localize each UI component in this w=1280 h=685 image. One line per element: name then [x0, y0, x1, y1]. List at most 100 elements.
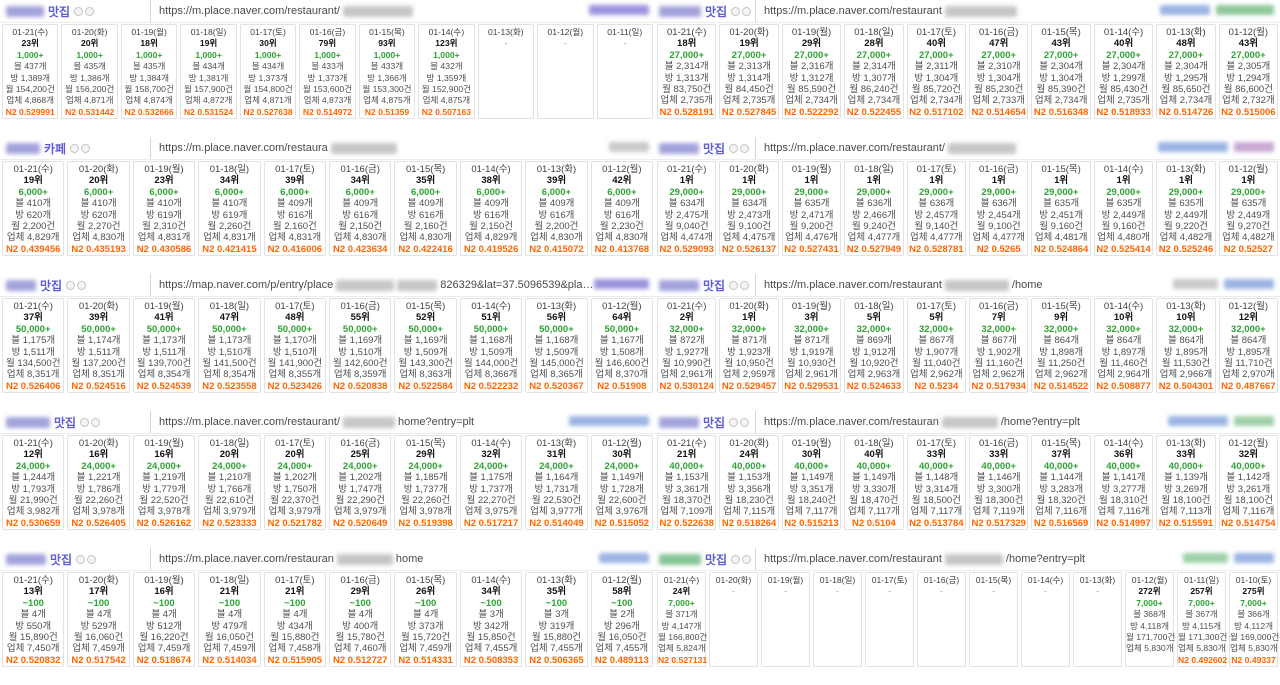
monthly-search-count: 월 18,230건	[724, 494, 774, 506]
column-date: 01-19(월)	[767, 575, 804, 585]
place-category-label[interactable]: 맛집	[48, 4, 71, 19]
place-category-label[interactable]: 맛집	[705, 552, 728, 567]
circle-badge-icon[interactable]	[77, 280, 87, 290]
rank-value: 1위	[742, 312, 757, 324]
visitor-count: 40,000+	[1231, 460, 1266, 472]
circle-badge-icon[interactable]	[76, 554, 86, 564]
date-column-card: 01-14(수) -	[1021, 572, 1070, 667]
circle-badge-icon[interactable]	[66, 280, 76, 290]
blog-count: 블 3개	[543, 609, 570, 621]
monthly-search-count: 월 11,710건	[1224, 357, 1273, 369]
rank-value: 93위	[378, 38, 396, 49]
column-date: 01-13(화)	[536, 438, 577, 449]
masked-url-segment	[342, 416, 395, 428]
place-category-label[interactable]: 맛집	[703, 415, 726, 430]
rank-value: 12위	[23, 449, 43, 461]
circle-badge-icon[interactable]	[742, 6, 752, 16]
rank-value: 29위	[350, 586, 370, 598]
rank-value: 32위	[1238, 449, 1259, 461]
place-category-label[interactable]: 맛집	[50, 552, 73, 567]
n2-score: N2 0.515052	[594, 517, 650, 529]
n2-score: N2 0.514034	[202, 654, 257, 666]
place-name-cell: 맛집	[0, 274, 150, 296]
circle-badge-icon[interactable]	[740, 280, 750, 290]
place-url[interactable]: https://m.place.naver.com/restaurant/hom…	[755, 274, 1280, 296]
room-count: 방 1,389개	[10, 72, 51, 83]
column-date: 01-21(수)	[667, 164, 707, 175]
masked-place-name	[6, 279, 36, 291]
circle-badge-icon[interactable]	[91, 417, 101, 427]
place-category-label[interactable]: 카페	[44, 141, 67, 156]
n2-score: N2 0.525246	[1158, 243, 1214, 255]
company-count: 업체 7,109개	[660, 506, 714, 518]
place-category-label[interactable]: 맛집	[703, 141, 726, 156]
masked-url-segment	[947, 142, 1016, 154]
date-column-card: 01-19(월) 18위 1,000+ 블 435개 방 1,384개 월 158,700…	[120, 24, 178, 119]
place-url[interactable]: https://m.place.naver.com/restauran home	[150, 548, 655, 570]
blog-count: 블 367개	[1185, 609, 1218, 620]
visitor-count: 40,000+	[856, 460, 892, 472]
circle-badge-icon[interactable]	[85, 6, 95, 16]
circle-badge-icon[interactable]	[74, 6, 84, 16]
n2-score: N2 0.415072	[529, 243, 584, 255]
column-date: 01-16(금)	[340, 575, 380, 586]
room-count: 방 1,510개	[338, 346, 383, 358]
place-url[interactable]: https://m.place.naver.com/restauran/home…	[755, 411, 1280, 433]
blog-count: 블 634개	[668, 198, 705, 210]
circle-badge-icon[interactable]	[729, 143, 739, 153]
blog-count: 블 2,304개	[1101, 61, 1146, 73]
circle-badge-icon[interactable]	[740, 143, 750, 153]
place-name-cell: 맛집	[655, 411, 755, 433]
column-date: 01-14(수)	[1103, 27, 1144, 38]
place-category-label[interactable]: 맛집	[703, 278, 726, 293]
date-column-card: 01-17(토) 5위 32,000+ 블 867개 방 1,907개 월 11,040건…	[906, 298, 967, 393]
rank-value: 10위	[1176, 312, 1196, 324]
circle-badge-icon[interactable]	[729, 280, 739, 290]
place-url[interactable]: https://m.place.naver.com/restaurant/hom…	[755, 548, 1280, 570]
place-url[interactable]: https://m.place.naver.com/restaurant/hom…	[150, 411, 655, 433]
circle-badge-icon[interactable]	[740, 417, 750, 427]
date-column-card: 01-18(일) 19위 1,000+ 블 434개 방 1,381개 월 157,900…	[180, 24, 237, 119]
company-count: 업체 3,978개	[137, 506, 191, 518]
monthly-search-count: 월 11,250건	[1036, 357, 1086, 369]
visitor-count: 40,000+	[731, 460, 767, 472]
place-url[interactable]: https://m.place.naver.com/restaurant	[755, 0, 1280, 22]
circle-badge-icon[interactable]	[80, 417, 90, 427]
place-url[interactable]: https://m.place.naver.com/restaurant/	[755, 137, 1280, 159]
column-date: 01-15(목)	[975, 575, 1012, 585]
monthly-search-count: 월 10,920건	[849, 357, 899, 369]
place-url[interactable]: https://m.place.naver.com/restaura	[150, 137, 655, 159]
date-column-card: 01-17(토) 39위 6,000+ 블 409개 방 616개 월 2,160건 업체 …	[263, 161, 327, 256]
rank-value: 13위	[23, 586, 43, 598]
badge-icons	[729, 417, 750, 427]
rank-value: 28위	[864, 38, 884, 50]
circle-badge-icon[interactable]	[70, 143, 80, 153]
date-columns: 01-21(수) 1위 29,000+ 블 634개 방 2,475개 월 9,040건 업…	[655, 159, 1280, 256]
n2-score: N2 0.527845	[721, 106, 777, 118]
visitor-count: 1,000+	[135, 49, 163, 60]
monthly-search-count: 월 18,500건	[911, 494, 961, 506]
place-category-label[interactable]: 맛집	[54, 415, 77, 430]
circle-badge-icon[interactable]	[731, 6, 741, 16]
column-date: 01-12(월)	[602, 575, 642, 586]
circle-badge-icon[interactable]	[742, 554, 752, 564]
column-date: 01-16(금)	[979, 164, 1019, 175]
circle-badge-icon[interactable]	[81, 143, 91, 153]
place-category-label[interactable]: 맛집	[705, 4, 728, 19]
column-date: 01-15(목)	[405, 301, 446, 312]
column-date: 01-12(월)	[1228, 27, 1269, 38]
place-url[interactable]: https://m.place.naver.com/restaurant/	[150, 0, 655, 22]
date-column-card: 01-12(월) 1위 29,000+ 블 635개 방 2,449개 월 9,270건 업…	[1218, 161, 1279, 256]
room-count: 방 1,895개	[1164, 346, 1208, 358]
circle-badge-icon[interactable]	[87, 554, 97, 564]
room-count: 방 1,314개	[727, 72, 772, 84]
monthly-search-count: 월 11,040건	[912, 357, 961, 369]
circle-badge-icon[interactable]	[729, 417, 739, 427]
visitor-count: 29,000+	[731, 186, 767, 198]
place-url[interactable]: https://map.naver.com/p/entry/place 82632…	[150, 274, 655, 296]
place-category-label[interactable]: 맛집	[40, 278, 63, 293]
room-count: 방 512개	[146, 620, 182, 632]
visitor-count: 29,000+	[981, 186, 1017, 198]
circle-badge-icon[interactable]	[731, 554, 741, 564]
date-columns: 01-21(수) 12위 24,000+ 블 1,244개 방 1,793개 월 21,9…	[0, 433, 655, 530]
